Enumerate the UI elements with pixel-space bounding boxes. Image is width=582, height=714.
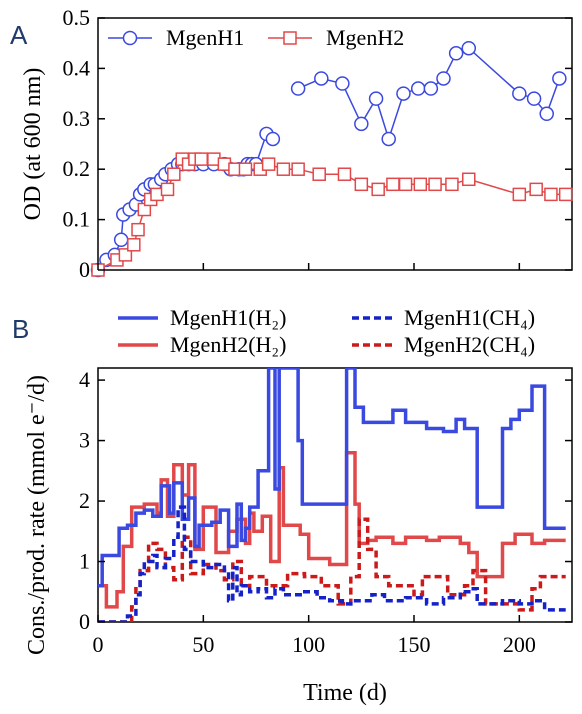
panel-a-point-mgenh1: [526, 91, 542, 106]
panel-a-y-tick-label: 0.4: [63, 55, 91, 80]
panel-b-x-tick-label: 100: [292, 632, 325, 657]
panel-a-point-mgenh1: [368, 91, 384, 106]
panel-a-y-tick-label: 0.5: [63, 5, 91, 30]
panel-a-point-mgenh1: [396, 86, 411, 101]
panel-a-point-mgenh1: [290, 81, 306, 96]
panel-b-y-tick-label: 2: [79, 488, 90, 513]
panel-a-point-mgenh2: [512, 187, 527, 202]
panel-b-legend: MgenH1(H₂)MgenH2(H₂) MgenH1(CH₄)MgenH2(CH…: [118, 305, 535, 357]
panel-a-point-mgenh2: [167, 167, 181, 181]
legend-b-label: MgenH1(CH₄): [404, 305, 535, 330]
panel-a-point-mgenh1: [461, 40, 477, 56]
panel-a-y-axis-label: OD (at 600 nm): [20, 68, 46, 221]
panel-a-point-mgenh2: [194, 152, 208, 166]
panel-a-point-mgenh2: [312, 167, 326, 181]
panel-a-legend: MgenH1 MgenH2: [108, 25, 404, 50]
legend-b-label: MgenH2(CH₄): [404, 332, 535, 357]
panel-a-point-mgenh1: [335, 76, 350, 91]
legend-a-label: MgenH1: [166, 25, 244, 50]
panel-b-y-tick-label: 4: [79, 367, 90, 392]
panel-a-point-mgenh2: [131, 222, 145, 237]
panel-a-point-mgenh2: [127, 238, 141, 252]
panel-a-point-mgenh2: [413, 177, 428, 192]
panel-a-point-mgenh2: [261, 157, 276, 171]
panel-b-x-tick-label: 0: [93, 632, 104, 657]
panel-a-point-mgenh1: [113, 232, 129, 248]
legend-a-label: MgenH2: [326, 25, 404, 50]
panel-a-point-mgenh1: [512, 86, 527, 101]
panel-b-series-2: [98, 505, 566, 622]
panel-a-point-mgenh1: [552, 71, 567, 86]
panel-a-point-mgenh1: [354, 116, 369, 132]
panel-b-x-tick-label: 150: [398, 632, 431, 657]
panel-a-point-mgenh1: [381, 131, 396, 147]
panel-a-point-mgenh2: [291, 162, 305, 176]
panel-b-x-tick-label: 200: [503, 632, 536, 657]
panel-a-y-tick-label: 0: [79, 257, 90, 282]
panel-b-y-tick-label: 3: [79, 428, 90, 453]
panel-b-y-tick-label: 1: [79, 549, 90, 574]
panel-a-point-mgenh2: [337, 167, 352, 181]
panel-a-point-mgenh2: [529, 182, 543, 197]
panel-a-point-mgenh2: [558, 187, 573, 202]
panel-b-series-3: [98, 517, 566, 622]
panel-b-x-tick-label: 50: [192, 632, 214, 657]
panel-a-chart: 00.10.20.30.40.5 OD (at 600 nm) MgenH1 Mg…: [20, 5, 573, 282]
panel-a-point-mgenh2: [238, 162, 253, 176]
panel-a-point-mgenh2: [386, 177, 400, 192]
panel-a-y-tick-label: 0.2: [63, 156, 91, 181]
panel-a-point-mgenh2: [398, 177, 413, 192]
panel-b-letter: B: [12, 314, 29, 344]
panel-a-point-mgenh1: [410, 81, 426, 96]
panel-b-x-axis-label: Time (d): [303, 680, 387, 706]
legend-b-label: MgenH2(H₂): [170, 332, 286, 357]
panel-a-y-tick-label: 0.3: [63, 106, 91, 131]
panel-a-point-mgenh2: [445, 177, 459, 192]
panel-a-point-mgenh1: [448, 46, 464, 61]
panel-a-point-mgenh1: [265, 131, 281, 147]
panel-a-point-mgenh1: [539, 106, 554, 122]
panel-b-y-tick-label: 0: [79, 609, 90, 634]
panel-a-y-tick-label: 0.1: [63, 207, 91, 232]
legend-a-circle-marker: [122, 30, 138, 46]
panel-a-letter: A: [10, 20, 28, 50]
panel-b-y-axis-label: Cons./prod. rate (mmol e⁻/d): [24, 375, 50, 655]
panel-a-frame: [97, 17, 573, 271]
panel-a-point-mgenh2: [371, 182, 385, 197]
panel-a-point-mgenh2: [354, 177, 369, 192]
panel-b-series-0: [98, 368, 566, 588]
panel-a-point-mgenh2: [428, 177, 442, 192]
panel-a-point-mgenh2: [276, 162, 291, 176]
panel-b-frame: [97, 367, 573, 623]
legend-a-square-marker: [283, 31, 297, 45]
legend-b-label: MgenH1(H₂): [170, 305, 286, 330]
panel-a-point-mgenh2: [160, 182, 175, 197]
panel-a-point-mgenh1: [314, 71, 329, 86]
panel-a-point-mgenh1: [436, 71, 451, 86]
panel-a-point-mgenh2: [544, 187, 558, 202]
panel-a-point-mgenh2: [118, 248, 133, 262]
panel-b-chart: 0 1 2 3 4 0 50 100 150 200 Cons./prod. rate (mmol…: [24, 305, 573, 706]
panel-a-point-mgenh2: [462, 172, 476, 187]
panel-a-point-mgenh1: [423, 81, 439, 96]
panel-b-series-1: [98, 450, 566, 609]
